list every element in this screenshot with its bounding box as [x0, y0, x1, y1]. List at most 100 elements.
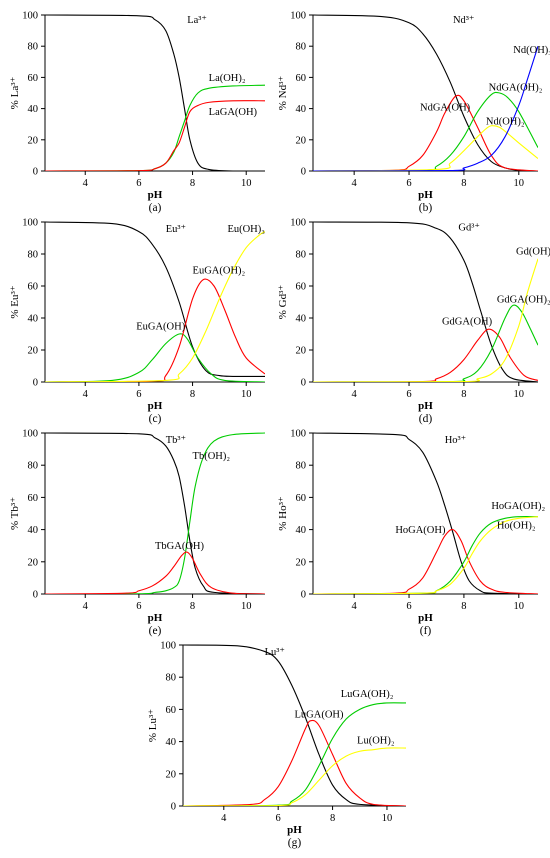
series-line [45, 84, 265, 171]
x-tick-label: 10 [382, 813, 393, 824]
x-axis-label: pH [287, 824, 302, 836]
series-label: Lu(OH)₂ [357, 735, 395, 746]
series-line [313, 94, 538, 171]
y-tick-label: 80 [28, 42, 39, 53]
y-tick-label: 100 [160, 641, 176, 652]
series-label: Tb³⁺ [166, 435, 186, 446]
y-axis-label: % Tb³⁺ [9, 497, 21, 530]
series-label: Gd(OH)₃ [516, 246, 550, 257]
x-tick-label: 4 [352, 178, 358, 189]
y-tick-label: 100 [22, 429, 38, 440]
x-tick-label: 4 [83, 601, 89, 612]
series-label: LuGA(OH)₂ [341, 689, 394, 700]
panel-f: 0 20 40 60 80 100 4 6 8 10 pH % Ho³⁺ (f) Ho³⁺ HoGA(OH)… [277, 429, 546, 638]
y-tick-label: 100 [290, 11, 306, 22]
x-tick-label: 6 [136, 601, 141, 612]
panel-label: (a) [149, 202, 162, 214]
y-tick-label: 20 [28, 135, 39, 146]
series-line [313, 258, 538, 382]
x-tick-label: 8 [461, 178, 466, 189]
x-axis-label: pH [418, 400, 433, 412]
x-tick-label: 10 [241, 601, 252, 612]
series-label: Ho(OH)₂ [497, 520, 536, 531]
x-tick-label: 4 [83, 178, 89, 189]
series-line [45, 231, 265, 382]
y-axis-label: % Ho³⁺ [277, 496, 289, 531]
x-tick-label: 10 [514, 389, 525, 400]
series-label: LaGA(OH) [209, 107, 258, 118]
series-line [313, 221, 538, 382]
y-tick-label: 20 [296, 557, 307, 568]
series-line [313, 46, 538, 171]
series-label: La³⁺ [187, 15, 207, 26]
y-tick-label: 0 [301, 167, 306, 178]
y-axis-label: % La³⁺ [9, 77, 21, 110]
x-tick-label: 10 [241, 389, 252, 400]
series-line [313, 304, 538, 382]
panel-label: (c) [149, 413, 162, 425]
y-tick-label: 60 [28, 282, 39, 293]
y-tick-label: 40 [296, 314, 307, 325]
y-tick-label: 60 [166, 705, 177, 716]
series-label: Lu³⁺ [265, 647, 285, 658]
series-line [313, 528, 538, 594]
series-label: HoGA(OH) [395, 525, 446, 536]
x-tick-label: 6 [406, 178, 411, 189]
y-tick-label: 40 [296, 525, 307, 536]
panel-label: (e) [149, 625, 162, 637]
series-line [313, 432, 538, 594]
panel-a: 0 20 40 60 80 100 4 6 8 10 pH % La³⁺ (a) La³⁺ La(OH)₂ L… [9, 11, 265, 214]
x-tick-label: 8 [330, 813, 335, 824]
y-axis-label: % Eu³⁺ [9, 285, 21, 318]
series-label: Eu³⁺ [166, 224, 186, 235]
x-tick-label: 10 [514, 178, 525, 189]
x-axis-label: pH [148, 189, 163, 201]
y-tick-label: 80 [28, 250, 39, 261]
series-line [313, 328, 538, 382]
y-tick-label: 100 [290, 429, 306, 440]
x-tick-label: 8 [461, 389, 466, 400]
y-tick-label: 80 [166, 673, 177, 684]
x-tick-label: 4 [352, 601, 358, 612]
series-label: NdGA(OH)₂ [489, 82, 543, 93]
y-tick-label: 100 [290, 218, 306, 229]
y-tick-label: 0 [301, 590, 306, 601]
series-label: Gd³⁺ [458, 222, 480, 233]
y-tick-label: 100 [22, 11, 38, 22]
x-tick-label: 4 [83, 389, 89, 400]
panel-label: (b) [419, 202, 433, 214]
y-tick-label: 40 [28, 525, 39, 536]
series-label: La(OH)₂ [209, 73, 246, 84]
y-tick-label: 80 [28, 461, 39, 472]
y-tick-label: 80 [296, 461, 307, 472]
series-label: EuGA(OH) [136, 322, 185, 333]
panel-label: (g) [288, 837, 302, 849]
y-tick-label: 40 [28, 314, 39, 325]
series-label: TbGA(OH) [155, 541, 204, 552]
x-tick-label: 10 [241, 178, 252, 189]
series-line [313, 516, 538, 594]
series-line [45, 14, 265, 171]
x-tick-label: 6 [136, 178, 141, 189]
x-tick-label: 8 [190, 389, 195, 400]
panel-d: 0 20 40 60 80 100 4 6 8 10 pH % Gd³⁺ (d) Gd³⁺ Gd(OH)₃ G… [277, 218, 550, 426]
series-line [45, 333, 265, 382]
series-line [45, 551, 265, 594]
series-label: HoGA(OH)₂ [491, 501, 545, 512]
x-tick-label: 8 [461, 601, 466, 612]
series-label: Nd(OH)₃ [513, 45, 550, 56]
series-line [313, 125, 538, 171]
series-line [183, 747, 406, 806]
y-tick-label: 60 [28, 73, 39, 84]
panel-e: 0 20 40 60 80 100 4 6 8 10 pH % Tb³⁺ (e) Tb³⁺ Tb(OH)₂ T… [9, 429, 265, 637]
y-tick-label: 0 [33, 378, 38, 389]
panel-label: (f) [420, 625, 432, 637]
y-tick-label: 20 [28, 346, 39, 357]
y-axis-label: % Nd³⁺ [277, 76, 289, 111]
y-tick-label: 60 [296, 493, 307, 504]
y-tick-label: 60 [296, 282, 307, 293]
x-tick-label: 10 [514, 601, 525, 612]
series-label: Nd(OH)₂ [486, 117, 525, 128]
y-tick-label: 20 [296, 346, 307, 357]
